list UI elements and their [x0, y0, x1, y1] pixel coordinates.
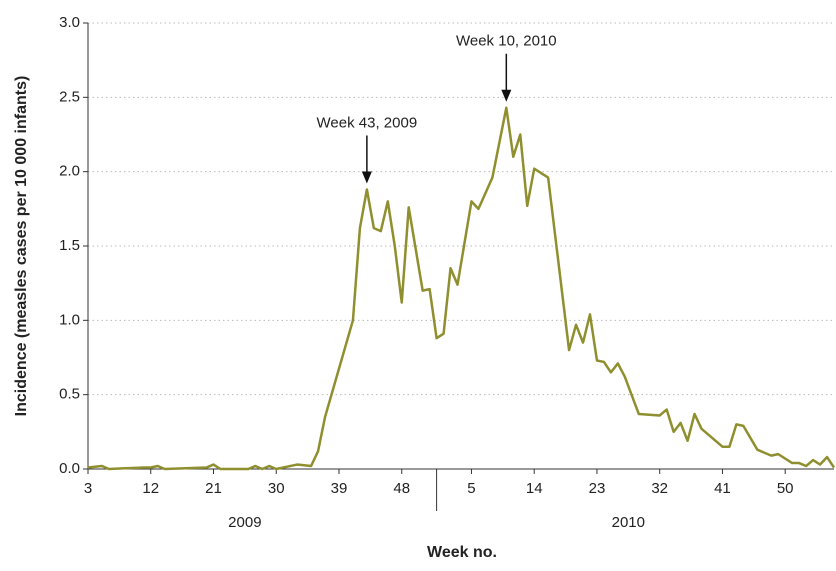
y-axis-title: Incidence (measles cases per 10 000 infa… [13, 76, 30, 417]
y-tick-label: 2.0 [59, 163, 80, 180]
x-tick-label: 50 [777, 480, 794, 497]
y-tick-label: 3.0 [59, 14, 80, 31]
y-tick-label: 1.0 [59, 311, 80, 328]
x-tick-label: 12 [142, 480, 159, 497]
x-tick-label: 23 [589, 480, 606, 497]
y-tick-label: 0.0 [59, 460, 80, 477]
x-tick-label: 14 [526, 480, 543, 497]
annotation-arrowhead [361, 171, 372, 184]
y-tick-label: 2.5 [59, 88, 80, 105]
y-tick-label: 0.5 [59, 386, 80, 403]
data-line [87, 106, 836, 471]
x-tick-label: 39 [331, 480, 348, 497]
y-tick-label: 1.5 [59, 237, 80, 254]
x-group-label: 2009 [228, 514, 261, 531]
x-tick-label: 21 [205, 480, 222, 497]
x-tick-label: 32 [651, 480, 668, 497]
x-tick-label: 41 [714, 480, 731, 497]
x-tick-label: 48 [393, 480, 410, 497]
x-group-label: 2010 [612, 514, 645, 531]
annotation-label: Week 43, 2009 [317, 114, 418, 131]
x-tick-label: 30 [268, 480, 285, 497]
x-tick-label: 3 [84, 480, 92, 497]
x-tick-label: 5 [467, 480, 475, 497]
x-axis-title: Week no. [427, 544, 497, 561]
annotation-arrowhead [501, 89, 512, 102]
annotation-label: Week 10, 2010 [456, 33, 557, 50]
